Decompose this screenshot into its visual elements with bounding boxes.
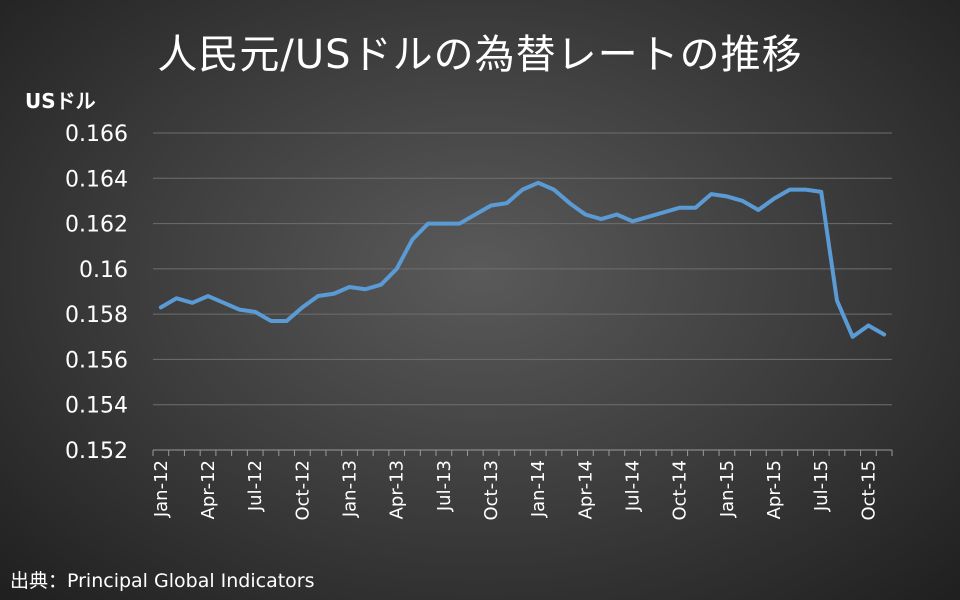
- data-point: [269, 319, 273, 323]
- y-tick-label: 0.158: [65, 303, 128, 328]
- x-tick-label: Apr-12: [198, 460, 219, 519]
- data-point: [159, 305, 163, 309]
- data-point: [395, 267, 399, 271]
- y-tick-label: 0.162: [65, 213, 128, 238]
- data-point: [615, 213, 619, 217]
- x-tick-label: Oct-13: [481, 460, 502, 521]
- source-note: 出典：Principal Global Indicators: [10, 570, 315, 592]
- x-axis: Jan-12 Apr-12 Jul-12 Oct-12 Jan-13 Apr-13 Jul-…: [151, 449, 893, 521]
- data-point: [725, 194, 729, 198]
- x-tick-label: Jul-15: [811, 460, 832, 512]
- data-point: [662, 210, 666, 214]
- x-tick-label: Oct-15: [858, 460, 879, 521]
- data-point: [300, 305, 304, 309]
- data-point: [458, 222, 462, 226]
- x-tick-label: Jan-13: [340, 460, 361, 518]
- data-point: [505, 201, 509, 205]
- data-point: [521, 188, 524, 192]
- data-point: [788, 188, 792, 192]
- data-point: [866, 323, 870, 327]
- data-point: [348, 285, 352, 289]
- x-tick-label: Apr-13: [387, 460, 408, 519]
- gridlines: [153, 132, 892, 451]
- data-point: [756, 208, 760, 212]
- data-point: [536, 181, 540, 185]
- series-group: [158, 180, 887, 339]
- data-point: [222, 301, 226, 305]
- data-point: [363, 287, 367, 291]
- y-tick-label: 0.152: [65, 439, 128, 464]
- data-point: [206, 294, 210, 298]
- data-point: [442, 222, 446, 226]
- data-point: [253, 310, 257, 314]
- x-tick-label: Jan-15: [717, 460, 738, 518]
- data-point: [741, 199, 745, 203]
- data-point: [709, 192, 713, 196]
- x-tick-label: Oct-12: [292, 460, 313, 521]
- x-tick-label: Jul-13: [434, 460, 455, 512]
- x-tick-label: Jan-14: [528, 460, 549, 518]
- data-point: [583, 213, 587, 217]
- data-point: [552, 188, 556, 192]
- data-point: [678, 206, 682, 210]
- y-tick-label: 0.156: [65, 348, 128, 373]
- y-tick-label: 0.164: [65, 167, 128, 192]
- data-point: [646, 215, 650, 219]
- x-tick-label: Apr-15: [764, 460, 785, 519]
- data-point: [316, 294, 320, 298]
- y-tick-label: 0.166: [65, 122, 128, 147]
- data-point: [237, 308, 241, 312]
- y-tick-label: 0.154: [65, 394, 128, 419]
- y-axis-label: USドル: [25, 89, 96, 113]
- x-tick-label: Jul-12: [245, 460, 266, 512]
- data-point: [426, 222, 430, 226]
- data-point: [804, 188, 808, 192]
- data-point: [819, 190, 823, 194]
- data-point: [599, 217, 603, 221]
- chart-title: 人民元/USドルの為替レートの推移: [157, 32, 803, 78]
- data-point: [473, 213, 477, 217]
- y-axis: 0.166 0.164 0.162 0.16 0.158 0.156 0.154 0.152: [65, 122, 128, 464]
- data-point: [835, 299, 839, 303]
- data-point: [851, 335, 855, 339]
- data-point: [489, 203, 493, 207]
- x-tick-label: Jan-12: [151, 460, 172, 518]
- x-tick-label: Jul-14: [623, 460, 644, 512]
- data-point: [568, 201, 572, 205]
- x-tick-label: Apr-14: [575, 460, 596, 519]
- data-point: [772, 197, 776, 201]
- data-point: [631, 219, 635, 223]
- data-point: [190, 301, 194, 305]
- data-point: [379, 283, 383, 287]
- data-point: [693, 206, 697, 210]
- data-point: [285, 319, 289, 323]
- x-tick-label: Oct-14: [670, 460, 691, 521]
- data-point: [175, 296, 179, 300]
- y-tick-label: 0.16: [79, 258, 128, 283]
- data-point: [332, 292, 336, 296]
- data-point: [882, 333, 886, 337]
- data-point: [410, 237, 414, 241]
